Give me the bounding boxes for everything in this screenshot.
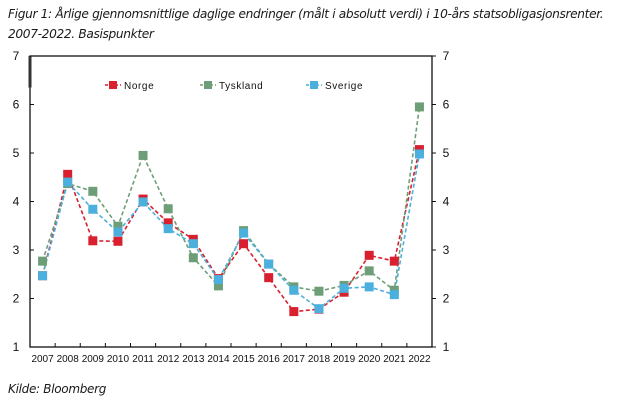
data-point-tyskland [364, 266, 374, 276]
data-point-norge [113, 236, 123, 246]
x-tick-label: 2019 [333, 354, 356, 365]
data-point-norge [264, 273, 274, 283]
y-tick-label-left: 4 [13, 195, 20, 209]
data-point-sverige [88, 204, 98, 214]
y-tick-label-right: 5 [443, 146, 450, 160]
data-point-norge [88, 236, 98, 246]
data-point-sverige [364, 282, 374, 292]
data-point-norge [163, 218, 173, 228]
figure-title: Figur 1: Årlige gjennomsnittlige daglige… [8, 4, 604, 44]
plot-frame [29, 55, 433, 348]
data-point-sverige [213, 275, 223, 285]
legend: Norge Tyskland Sverige [105, 81, 363, 92]
data-point-tyskland [113, 221, 123, 231]
data-point-norge [63, 169, 73, 179]
x-tick-label: 2017 [283, 354, 306, 365]
y-tick-label-left: 3 [13, 243, 20, 257]
legend-marker-tyskland [204, 81, 212, 89]
series-line-sverige [41, 153, 421, 310]
x-tick-label: 2020 [358, 354, 381, 365]
data-point-tyskland [88, 186, 98, 196]
legend-label-sverige: Sverige [325, 81, 363, 92]
data-point-tyskland [163, 204, 173, 214]
legend-label-tyskland: Tyskland [219, 81, 263, 92]
data-point-tyskland [213, 281, 223, 291]
data-point-sverige [339, 283, 349, 293]
x-tick-label: 2021 [383, 354, 406, 365]
series-group [38, 102, 424, 317]
y-tick-label-right: 1 [443, 340, 450, 354]
y-tick-label-left: 5 [13, 146, 20, 160]
data-point-tyskland [414, 102, 424, 112]
figure-title-line1: Figur 1: Årlige gjennomsnittlige daglige… [8, 7, 604, 21]
y-tick-label-left: 1 [13, 340, 20, 354]
data-point-norge [239, 239, 249, 249]
data-point-norge [389, 256, 399, 266]
y-tick-label-right: 2 [443, 292, 450, 306]
series-line-tyskland [41, 106, 421, 293]
data-point-sverige [163, 224, 173, 234]
x-tick-label: 2018 [308, 354, 331, 365]
x-tick-label: 2010 [107, 354, 130, 365]
data-point-norge [364, 250, 374, 260]
x-tick-label: 2013 [182, 354, 205, 365]
y-tick-label-left: 6 [13, 98, 20, 112]
y-tick-label-right: 7 [443, 49, 450, 63]
legend-label-norge: Norge [124, 81, 154, 92]
x-tick-label: 2007 [31, 354, 54, 365]
x-tick-label: 2015 [232, 354, 255, 365]
data-point-sverige [113, 227, 123, 237]
data-point-sverige [63, 177, 73, 187]
y-tick-label-right: 6 [443, 98, 450, 112]
series-line-norge [41, 149, 421, 313]
data-point-norge [289, 307, 299, 317]
data-point-sverige [414, 149, 424, 159]
data-point-sverige [188, 239, 198, 249]
x-tick-label: 2009 [82, 354, 105, 365]
data-point-sverige [138, 197, 148, 207]
x-tick-label: 2012 [157, 354, 180, 365]
y-tick-label-right: 4 [443, 195, 450, 209]
x-tick-label: 2016 [258, 354, 281, 365]
x-tick-label: 2022 [408, 354, 431, 365]
data-point-tyskland [314, 286, 324, 296]
x-tick-label: 2011 [132, 354, 154, 365]
source-note: Kilde: Bloomberg [8, 382, 107, 396]
data-point-sverige [239, 228, 249, 238]
data-point-sverige [314, 304, 324, 314]
y-tick-label-left: 7 [13, 49, 20, 63]
legend-marker-sverige [310, 81, 318, 89]
legend-marker-norge [109, 81, 117, 89]
data-point-tyskland [138, 150, 148, 160]
data-point-tyskland [38, 256, 48, 266]
data-point-sverige [38, 271, 48, 281]
data-point-sverige [289, 285, 299, 295]
figure-title-line2: 2007-2022. Basispunkter [8, 27, 154, 41]
x-tick-label: 2014 [207, 354, 230, 365]
y-tick-label-right: 3 [443, 243, 450, 257]
data-point-tyskland [188, 253, 198, 263]
data-point-sverige [389, 290, 399, 300]
data-point-sverige [264, 259, 274, 269]
y-tick-label-left: 2 [13, 292, 20, 306]
x-tick-label: 2008 [57, 354, 80, 365]
